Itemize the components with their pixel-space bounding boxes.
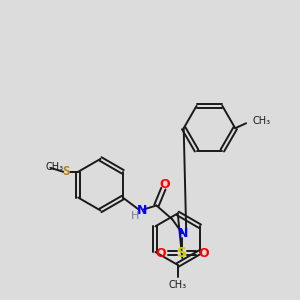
Text: H: H bbox=[130, 212, 139, 221]
Text: O: O bbox=[155, 247, 166, 260]
Text: CH₃: CH₃ bbox=[252, 116, 270, 126]
Text: S: S bbox=[177, 246, 187, 260]
Text: CH₃: CH₃ bbox=[46, 162, 64, 172]
Text: O: O bbox=[159, 178, 170, 191]
Text: N: N bbox=[136, 204, 147, 217]
Text: S: S bbox=[62, 165, 70, 178]
Text: CH₃: CH₃ bbox=[169, 280, 187, 290]
Text: O: O bbox=[199, 247, 209, 260]
Text: N: N bbox=[178, 227, 188, 240]
